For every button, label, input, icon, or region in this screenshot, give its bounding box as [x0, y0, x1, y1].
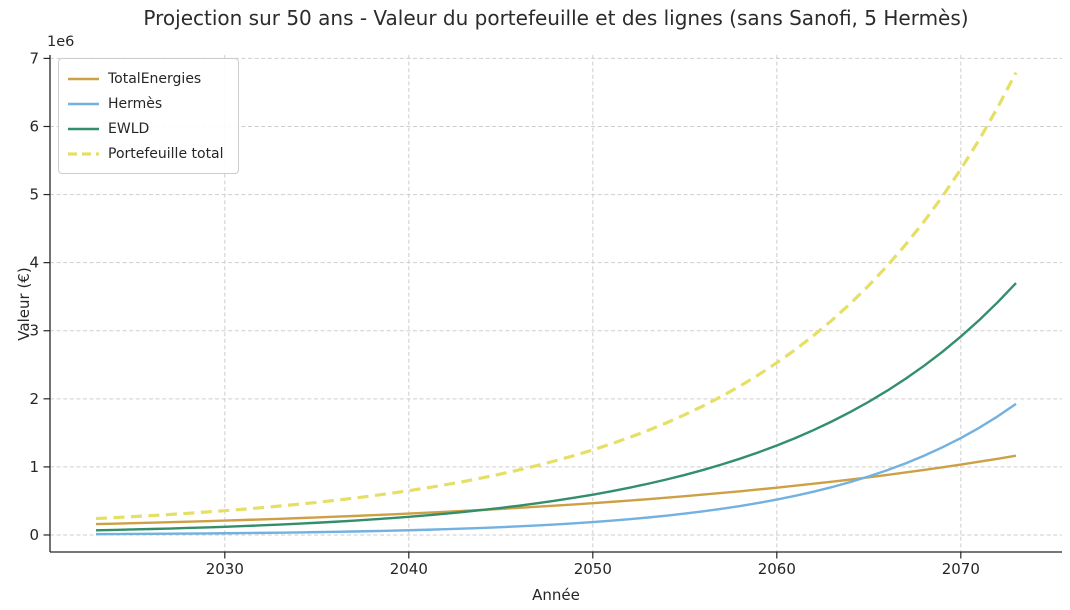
- legend-label-totalenergies: TotalEnergies: [108, 70, 202, 87]
- y-tick-label: 6: [29, 117, 39, 135]
- x-tick-label: 2050: [574, 560, 612, 578]
- y-axis-label: Valeur (€): [15, 267, 33, 341]
- y-tick-label: 1: [29, 458, 39, 476]
- x-tick-label: 2070: [942, 560, 980, 578]
- legend-swatch-totalenergies: [68, 77, 99, 80]
- y-tick-label: 2: [29, 390, 39, 408]
- legend-label-portefeuille-total: Portefeuille total: [108, 145, 224, 162]
- y-tick-label: 4: [29, 254, 39, 272]
- x-tick-label: 2030: [206, 560, 244, 578]
- series-line-herm-s: [95, 402, 1017, 536]
- y-tick-label: 0: [29, 526, 39, 544]
- series-line-totalenergies: [95, 454, 1017, 526]
- y-tick-label: 5: [29, 186, 39, 204]
- legend-swatch-portefeuille-total: [68, 151, 99, 156]
- legend-item-ewld: EWLD: [68, 116, 224, 141]
- y-tick-label: 7: [29, 49, 39, 67]
- y-tick-label: 3: [29, 322, 39, 340]
- chart-title: Projection sur 50 ans - Valeur du portef…: [143, 6, 969, 30]
- legend-swatch-herm-s: [68, 102, 99, 105]
- x-axis-label: Année: [532, 586, 580, 604]
- x-tick-label: 2040: [390, 560, 428, 578]
- y-axis-offset-label: 1e6: [47, 34, 75, 50]
- series-line-ewld: [95, 282, 1017, 532]
- legend-swatch-ewld: [68, 127, 99, 130]
- series-line-portefeuille-total: [95, 71, 1018, 521]
- x-tick-label: 2060: [758, 560, 796, 578]
- legend-item-herm-s: Hermès: [68, 91, 224, 116]
- legend-label-ewld: EWLD: [108, 120, 150, 137]
- legend: TotalEnergies Hermès EWLD Portefeuille tota…: [58, 58, 239, 174]
- legend-label-herm-s: Hermès: [108, 95, 163, 112]
- legend-item-totalenergies: TotalEnergies: [68, 66, 224, 91]
- legend-item-portefeuille-total: Portefeuille total: [68, 141, 224, 166]
